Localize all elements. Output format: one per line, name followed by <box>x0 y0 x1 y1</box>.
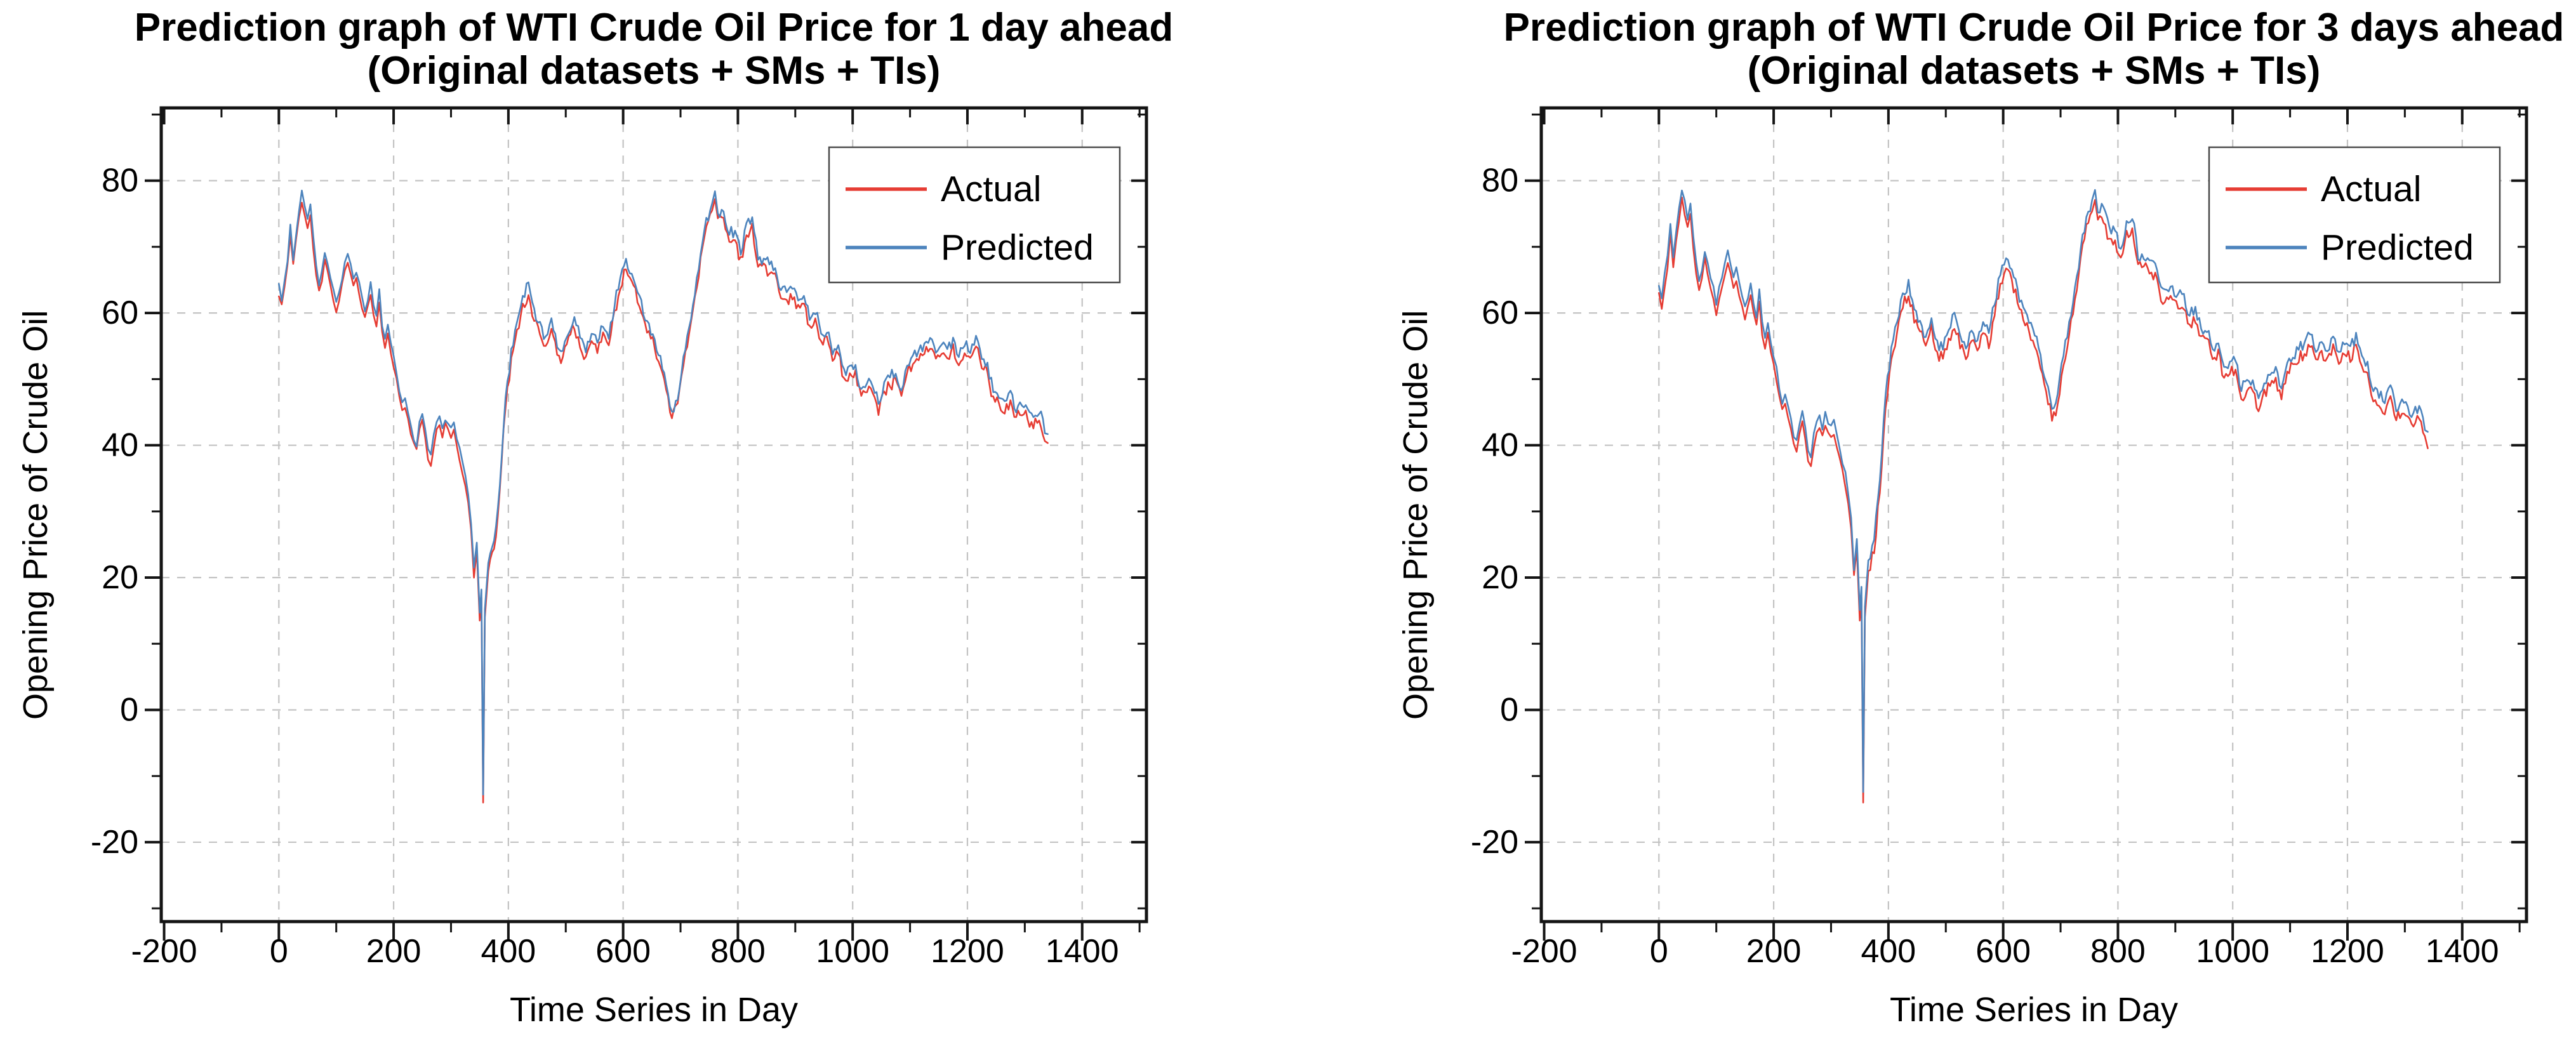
chart-1-y-axis-title: Opening Price of Crude Oil <box>17 310 55 720</box>
y-tick-label: 0 <box>120 691 138 728</box>
y-tick-label: 40 <box>1482 427 1518 464</box>
y-tick-label: 80 <box>102 162 138 199</box>
y-tick-label: -20 <box>1471 824 1518 861</box>
x-tick-label: 400 <box>1861 933 1916 970</box>
tick-labels: -200 0 200 400 600 800 1000 1200 1400-2002040608… <box>91 162 1119 970</box>
chart-panel-2: -200 0 200 400 600 800 1000 1200 1400 -20 0 20 40 60 8… <box>1288 0 2576 1039</box>
x-tick-label: 0 <box>270 933 288 970</box>
predicted-series-line <box>1658 189 2429 793</box>
x-tick-label: -200 <box>1511 933 1577 970</box>
x-tick-label: 800 <box>2090 933 2146 970</box>
chart-2-canvas: -200 0 200 400 600 800 1000 1200 1400-2002040608… <box>1471 106 2528 970</box>
grid-lines <box>1541 108 2526 922</box>
y-tick-label: 80 <box>1482 162 1518 199</box>
legend-label-actual: Actual <box>941 169 1041 209</box>
y-tick-label: 20 <box>1482 559 1518 596</box>
x-tick-label: 800 <box>710 933 766 970</box>
legend-label-predicted: Predicted <box>941 227 1094 268</box>
axes-frame <box>1525 106 2528 941</box>
x-tick-label: 400 <box>481 933 536 970</box>
x-tick-label: 1000 <box>2196 933 2269 970</box>
chart-1-title-line1: Prediction graph of WTI Crude Oil Price … <box>134 6 1174 50</box>
axes-frame <box>145 106 1148 941</box>
chart-panel-1: -200 0 200 400 600 800 1000 1200 1400 -20 0 20 40 60 8… <box>17 6 1223 1029</box>
legend: Actual Predicted <box>828 146 1121 284</box>
y-tick-label: -20 <box>91 824 138 861</box>
y-tick-label: 0 <box>1500 691 1518 728</box>
chart-2-title: Prediction graph of WTI Crude Oil Price … <box>1465 6 2576 93</box>
x-tick-label: 1400 <box>1046 933 1119 970</box>
chart-1-canvas: -200 0 200 400 600 800 1000 1200 1400-2002040608… <box>91 106 1148 970</box>
x-tick-label: 600 <box>1975 933 2031 970</box>
y-tick-label: 20 <box>102 559 138 596</box>
chart-2-title-line1: Prediction graph of WTI Crude Oil Price … <box>1503 6 2565 50</box>
predicted-series-line <box>278 189 1049 796</box>
y-tick-label: 60 <box>1482 294 1518 331</box>
x-tick-label: 1200 <box>931 933 1004 970</box>
chart-1-x-axis-title: Time Series in Day <box>509 991 799 1029</box>
actual-series-line <box>1658 196 2429 804</box>
chart-2-y-axis-title: Opening Price of Crude Oil <box>1397 310 1435 720</box>
x-tick-label: 1400 <box>2426 933 2499 970</box>
legend: Actual Predicted <box>2208 146 2501 284</box>
legend-label-actual: Actual <box>2321 169 2421 209</box>
y-tick-label: 40 <box>102 427 138 464</box>
x-tick-label: 1000 <box>816 933 889 970</box>
x-tick-label: 200 <box>366 933 422 970</box>
x-tick-label: 200 <box>1746 933 1802 970</box>
chart-2-x-axis-title: Time Series in Day <box>1889 991 2179 1029</box>
legend-box <box>2208 146 2501 284</box>
x-tick-label: -200 <box>131 933 197 970</box>
x-tick-label: 0 <box>1650 933 1668 970</box>
legend-label-predicted: Predicted <box>2321 227 2474 268</box>
chart-1-title: Prediction graph of WTI Crude Oil Price … <box>85 6 1223 93</box>
x-tick-label: 1200 <box>2311 933 2384 970</box>
chart-1-title-line2: (Original datasets + SMs + TIs) <box>367 49 941 93</box>
x-tick-label: 600 <box>595 933 651 970</box>
grid-lines <box>161 108 1146 922</box>
legend-box <box>828 146 1121 284</box>
y-tick-label: 60 <box>102 294 138 331</box>
tick-labels: -200 0 200 400 600 800 1000 1200 1400-2002040608… <box>1471 162 2499 970</box>
chart-2-title-line2: (Original datasets + SMs + TIs) <box>1747 49 2321 93</box>
